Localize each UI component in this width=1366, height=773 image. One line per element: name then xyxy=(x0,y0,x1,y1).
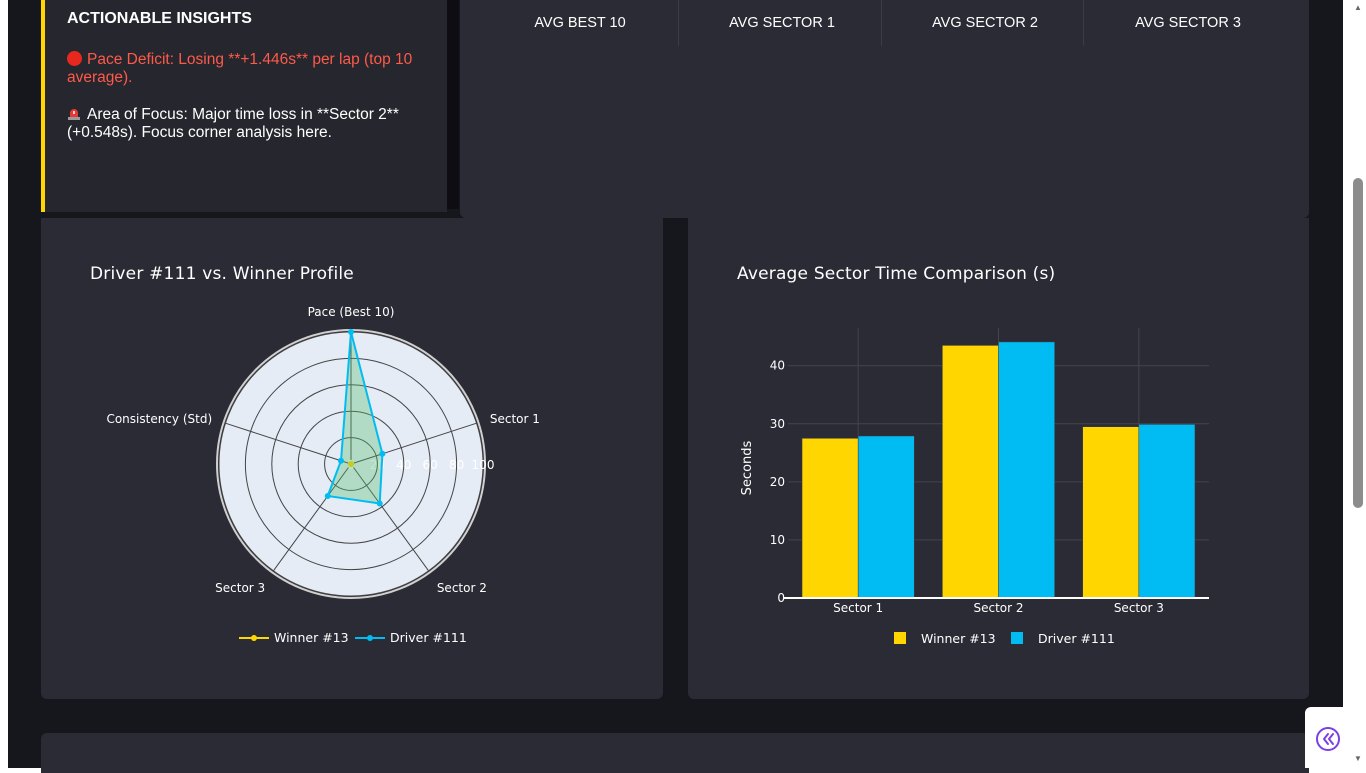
bottom-card xyxy=(41,733,1309,773)
legend-marker-icon xyxy=(367,635,373,641)
collapse-panel-button[interactable] xyxy=(1305,707,1350,768)
bar-chart[interactable]: 0 10 20 30 40 Sector 1 Sector 2 Sector 3 Seconds… xyxy=(688,218,1309,699)
bar-driver xyxy=(1138,424,1196,599)
bar-legend-item: Driver #111 xyxy=(1011,631,1115,646)
bar-legend-label: Driver #111 xyxy=(1038,631,1115,646)
actionable-insights-card: ACTIONABLE INSIGHTS Pace Deficit: Losing… xyxy=(41,0,447,212)
radar-radial-tick: 40 xyxy=(396,458,411,472)
bar-legend-label: Winner #13 xyxy=(921,631,996,646)
metric-divider xyxy=(881,0,882,46)
radar-axis-label: Consistency (Std) xyxy=(106,412,212,426)
radar-axis-label: Sector 1 xyxy=(490,412,540,426)
radar-legend-item: Winner #13 xyxy=(239,630,349,645)
bar-y-axis-label: Seconds xyxy=(740,440,755,495)
metrics-card: AVG BEST 10 AVG SECTOR 1 AVG SECTOR 2 AV… xyxy=(460,0,1309,218)
legend-marker-icon xyxy=(251,635,257,641)
radar-chart[interactable]: 020406080100Pace (Best 10)Sector 1Sector… xyxy=(41,218,663,699)
double-chevron-left-icon xyxy=(1316,727,1340,751)
radar-legend-item: Driver #111 xyxy=(355,630,467,645)
radar-point xyxy=(348,329,354,335)
legend-swatch-icon xyxy=(1011,632,1023,644)
bar-chart-title: Average Sector Time Comparison (s) xyxy=(737,264,1056,284)
insight-area-of-focus-text: Area of Focus: Major time loss in **Sect… xyxy=(67,106,399,141)
radar-spoke xyxy=(225,422,352,465)
radar-point xyxy=(348,461,354,467)
radar-axis-label: Pace (Best 10) xyxy=(308,305,395,319)
bar-y-tick: 20 xyxy=(770,475,785,489)
metric-divider xyxy=(678,0,679,46)
radar-chart-card: Driver #111 vs. Winner Profile 020406080… xyxy=(41,218,663,699)
insight-area-of-focus: Area of Focus: Major time loss in **Sect… xyxy=(67,106,427,142)
metric-header-avg-best-10: AVG BEST 10 xyxy=(534,15,626,31)
metric-divider xyxy=(1083,0,1084,46)
bar-y-tick: 0 xyxy=(777,591,785,605)
bar-winner xyxy=(1082,426,1140,599)
bar-y-tick: 30 xyxy=(770,417,785,431)
bar-y-tick: 10 xyxy=(770,533,785,547)
radar-axis-label: Sector 2 xyxy=(437,581,487,595)
insights-title: ACTIONABLE INSIGHTS xyxy=(67,10,252,27)
radar-spoke xyxy=(273,463,352,572)
bar-x-tick: Sector 2 xyxy=(973,601,1023,615)
radar-point xyxy=(379,450,386,457)
radar-spoke xyxy=(350,422,477,465)
red-circle-icon xyxy=(67,51,82,66)
legend-swatch-icon xyxy=(894,632,906,644)
radar-radial-tick: 100 xyxy=(472,458,495,472)
bar-x-tick: Sector 1 xyxy=(833,601,883,615)
scroll-down-arrow-icon[interactable]: ▼ xyxy=(1354,754,1362,763)
metric-header-avg-sector-1: AVG SECTOR 1 xyxy=(729,15,835,31)
siren-icon xyxy=(68,109,80,120)
bar-x-tick: Sector 3 xyxy=(1114,601,1164,615)
radar-legend-label: Winner #13 xyxy=(274,630,349,645)
metric-header-avg-sector-3: AVG SECTOR 3 xyxy=(1135,15,1241,31)
card-divider xyxy=(447,0,459,209)
radar-radial-tick: 80 xyxy=(449,458,464,472)
scroll-up-arrow-icon[interactable]: ▲ xyxy=(1354,3,1362,12)
insight-pace-deficit-text: Pace Deficit: Losing **+1.446s** per lap… xyxy=(67,51,413,86)
insight-pace-deficit: Pace Deficit: Losing **+1.446s** per lap… xyxy=(67,51,427,87)
bar-winner xyxy=(942,345,999,599)
radar-point xyxy=(324,493,331,500)
metric-header-avg-sector-2: AVG SECTOR 2 xyxy=(932,15,1038,31)
bar-driver xyxy=(998,341,1055,599)
radar-point xyxy=(337,457,344,464)
bar-legend-item: Winner #13 xyxy=(894,631,996,646)
bar-chart-card: Average Sector Time Comparison (s) 0 10 20… xyxy=(688,218,1309,699)
radar-axis-label: Sector 3 xyxy=(215,581,265,595)
bar-driver xyxy=(857,435,915,599)
bar-winner xyxy=(801,438,859,599)
radar-point xyxy=(376,500,383,507)
bar-y-tick: 40 xyxy=(770,359,785,373)
radar-radial-tick: 60 xyxy=(423,458,438,472)
scrollbar-thumb[interactable] xyxy=(1353,178,1363,508)
radar-spoke xyxy=(350,463,429,572)
radar-chart-title: Driver #111 vs. Winner Profile xyxy=(90,264,354,284)
radar-legend-label: Driver #111 xyxy=(390,630,467,645)
